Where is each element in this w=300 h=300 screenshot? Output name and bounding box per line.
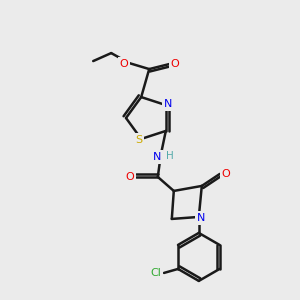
Text: O: O	[120, 59, 129, 69]
Text: O: O	[221, 169, 230, 179]
Text: S: S	[136, 135, 143, 145]
Text: O: O	[125, 172, 134, 182]
Text: Cl: Cl	[151, 268, 161, 278]
Text: O: O	[171, 59, 180, 69]
Text: N: N	[196, 213, 205, 223]
Text: H: H	[166, 151, 174, 161]
Text: N: N	[164, 99, 172, 109]
Text: N: N	[153, 152, 161, 162]
